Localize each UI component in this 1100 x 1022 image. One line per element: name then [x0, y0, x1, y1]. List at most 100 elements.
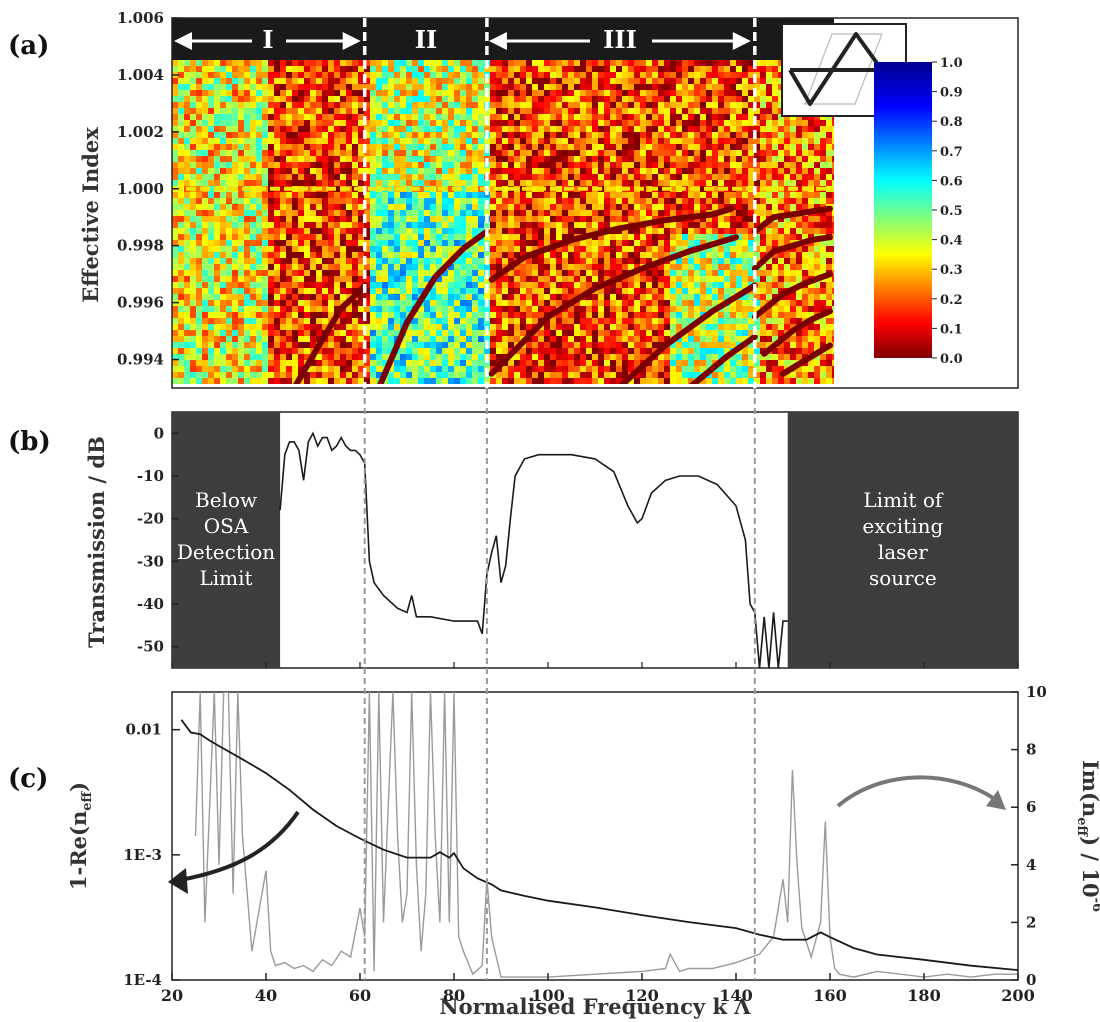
heatmap-cell: [376, 294, 383, 301]
heatmap-cell: [298, 354, 305, 361]
heatmap-cell: [502, 192, 509, 199]
heatmap-cell: [706, 72, 713, 79]
heatmap-cell: [676, 264, 683, 271]
heatmap-cell: [412, 234, 419, 241]
heatmap-cell: [502, 138, 509, 145]
heatmap-cell: [586, 78, 593, 85]
heatmap-cell: [202, 318, 209, 325]
heatmap-cell: [550, 60, 557, 67]
heatmap-cell: [664, 72, 671, 79]
heatmap-cell: [484, 264, 491, 271]
heatmap-cell: [382, 84, 389, 91]
heatmap-cell: [310, 78, 317, 85]
heatmap-cell: [556, 66, 563, 73]
heatmap-cell: [430, 114, 437, 121]
heatmap-cell: [640, 342, 647, 349]
heatmap-cell: [508, 114, 515, 121]
heatmap-cell: [262, 180, 269, 187]
heatmap-cell: [526, 228, 533, 235]
heatmap-cell: [220, 366, 227, 373]
heatmap-cell: [622, 360, 629, 367]
heatmap-cell: [514, 66, 521, 73]
heatmap-cell: [700, 108, 707, 115]
heatmap-cell: [532, 282, 539, 289]
heatmap-cell: [586, 102, 593, 109]
heatmap-cell: [202, 252, 209, 259]
heatmap-cell: [574, 264, 581, 271]
heatmap-cell: [352, 192, 359, 199]
heatmap-cell: [322, 222, 329, 229]
heatmap-cell: [694, 108, 701, 115]
heatmap-cell: [400, 78, 407, 85]
heatmap-cell: [652, 318, 659, 325]
heatmap-cell: [610, 192, 617, 199]
heatmap-cell: [574, 372, 581, 379]
heatmap-cell: [526, 198, 533, 205]
heatmap-cell: [304, 174, 311, 181]
heatmap-cell: [700, 90, 707, 97]
heatmap-cell: [706, 198, 713, 205]
heatmap-cell: [490, 90, 497, 97]
heatmap-cell: [370, 312, 377, 319]
heatmap-cell: [298, 294, 305, 301]
heatmap-cell: [520, 180, 527, 187]
heatmap-cell: [508, 132, 515, 139]
heatmap-cell: [592, 150, 599, 157]
heatmap-cell: [184, 204, 191, 211]
heatmap-cell: [484, 336, 491, 343]
heatmap-cell: [652, 180, 659, 187]
heatmap-cell: [676, 138, 683, 145]
heatmap-cell: [652, 312, 659, 319]
heatmap-cell: [472, 66, 479, 73]
heatmap-cell: [610, 240, 617, 247]
heatmap-cell: [580, 114, 587, 121]
heatmap-cell: [532, 162, 539, 169]
heatmap-cell: [178, 228, 185, 235]
heatmap-cell: [250, 252, 257, 259]
heatmap-cell: [586, 162, 593, 169]
heatmap-cell: [172, 246, 179, 253]
heatmap-cell: [214, 216, 221, 223]
heatmap-cell: [340, 246, 347, 253]
heatmap-cell: [694, 306, 701, 313]
heatmap-cell: [184, 108, 191, 115]
heatmap-cell: [364, 138, 371, 145]
heatmap-cell: [262, 246, 269, 253]
heatmap-cell: [334, 360, 341, 367]
heatmap-cell: [472, 372, 479, 379]
heatmap-cell: [358, 180, 365, 187]
heatmap-cell: [640, 288, 647, 295]
heatmap-cell: [700, 282, 707, 289]
heatmap-cell: [208, 294, 215, 301]
heatmap-cell: [376, 360, 383, 367]
heatmap-cell: [328, 180, 335, 187]
heatmap-cell: [202, 216, 209, 223]
heatmap-cell: [400, 222, 407, 229]
heatmap-cell: [502, 120, 509, 127]
heatmap-cell: [394, 198, 401, 205]
heatmap-cell: [172, 276, 179, 283]
heatmap-cell: [592, 120, 599, 127]
heatmap-cell: [604, 342, 611, 349]
heatmap-cell: [358, 258, 365, 265]
heatmap-cell: [298, 60, 305, 67]
heatmap-cell: [646, 162, 653, 169]
heatmap-cell: [304, 270, 311, 277]
heatmap-cell: [292, 150, 299, 157]
heatmap-cell: [418, 204, 425, 211]
heatmap-cell: [460, 240, 467, 247]
heatmap-cell: [664, 66, 671, 73]
heatmap-cell: [358, 168, 365, 175]
heatmap-cell: [424, 342, 431, 349]
heatmap-cell: [568, 108, 575, 115]
heatmap-cell: [394, 150, 401, 157]
heatmap-cell: [328, 198, 335, 205]
heatmap-cell: [448, 138, 455, 145]
heatmap-cell: [634, 90, 641, 97]
heatmap-cell: [364, 330, 371, 337]
heatmap-cell: [430, 306, 437, 313]
heatmap-cell: [292, 168, 299, 175]
heatmap-cell: [556, 138, 563, 145]
heatmap-cell: [256, 258, 263, 265]
heatmap-cell: [250, 198, 257, 205]
